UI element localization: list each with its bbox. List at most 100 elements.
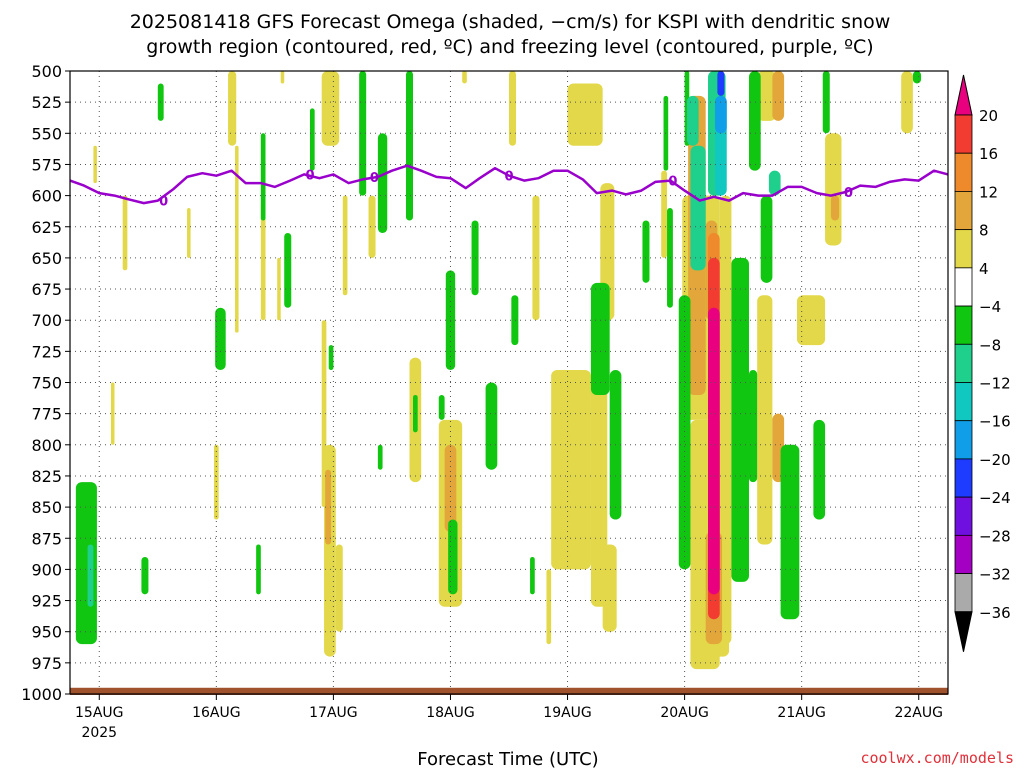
omega-region-80 <box>813 419 826 520</box>
omega-shading <box>75 71 922 670</box>
omega-region-54 <box>309 108 315 171</box>
omega-region-74 <box>667 208 673 308</box>
omega-region-50 <box>215 307 226 371</box>
omega-region-21 <box>546 569 552 645</box>
y-tick-label-8: 700 <box>31 311 62 330</box>
colorbar-swatch-9 <box>954 458 973 498</box>
x-tick-label-3: 18AUG <box>426 705 475 721</box>
y-tick-label-6: 650 <box>31 249 62 268</box>
colorbar-swatch-0 <box>954 114 973 154</box>
freezing-level-label-5: 0 <box>844 186 853 201</box>
omega-region-6 <box>260 201 266 321</box>
freezing-level-label-1: 0 <box>305 168 314 183</box>
omega-region-57 <box>377 133 388 233</box>
colorbar-swatch-3 <box>954 229 973 269</box>
omega-region-29 <box>757 71 776 121</box>
y-tick-label-16: 900 <box>31 560 62 579</box>
y-tick-label-7: 675 <box>31 280 62 299</box>
credit-link[interactable]: coolwx.com/models <box>860 749 1014 767</box>
freezing-level-label-3: 0 <box>504 170 513 185</box>
x-tick-label-7: 22AUG <box>894 705 943 721</box>
omega-region-2 <box>110 382 115 445</box>
omega-region-84 <box>686 95 699 146</box>
plot-background <box>70 71 948 694</box>
colorbar-swatch-2 <box>954 191 973 231</box>
omega-region-12 <box>368 195 376 258</box>
colorbar-swatch-4 <box>954 267 973 307</box>
omega-region-41 <box>444 444 457 533</box>
freezing-level-contour: 0 0 0 0 0 0 <box>69 164 949 210</box>
ground-strip <box>70 687 948 695</box>
omega-region-30 <box>796 295 826 346</box>
y-tick-label-5: 625 <box>31 218 62 237</box>
x-axis-title: Forecast Time (UTC) <box>417 749 598 768</box>
omega-region-43 <box>772 71 785 121</box>
omega-region-91 <box>717 71 725 96</box>
omega-region-77 <box>748 71 761 171</box>
colorbar-label-8: −16 <box>979 413 1011 431</box>
omega-region-51 <box>256 544 261 595</box>
omega-region-32 <box>901 71 913 134</box>
omega-region-63 <box>448 519 458 595</box>
colorbar-swatch-5 <box>954 305 973 345</box>
omega-region-5 <box>235 145 239 333</box>
y-tick-label-3: 575 <box>31 155 62 174</box>
colorbar-bottom-arrow <box>954 611 973 652</box>
omega-region-58 <box>377 444 383 470</box>
y-tick-label-14: 850 <box>31 498 62 517</box>
colorbar-label-6: −8 <box>979 336 1001 354</box>
y-tick-label-1: 525 <box>31 93 62 112</box>
omega-region-85 <box>690 145 706 271</box>
omega-region-82 <box>912 71 922 84</box>
colorbar-label-3: 8 <box>979 222 989 240</box>
omega-region-7 <box>277 257 281 321</box>
colorbar-label-10: −24 <box>979 489 1011 507</box>
colorbar-label-4: 4 <box>979 260 989 278</box>
omega-region-25 <box>567 83 603 146</box>
colorbar-label-1: 16 <box>979 145 998 163</box>
omega-region-49 <box>141 556 149 595</box>
omega-region-4 <box>228 71 237 146</box>
y-tick-label-19: 975 <box>31 654 62 673</box>
omega-region-73 <box>678 295 691 570</box>
omega-region-26 <box>661 170 668 258</box>
y-tick-label-13: 825 <box>31 467 62 486</box>
colorbar-swatch-11 <box>954 534 973 574</box>
omega-region-1 <box>122 195 128 271</box>
freezing-level-label-2: 0 <box>370 171 379 186</box>
colorbar-swatch-8 <box>954 420 973 460</box>
omega-region-59 <box>405 71 414 221</box>
omega-region-66 <box>511 295 519 346</box>
x-tick-label-2: 17AUG <box>309 705 358 721</box>
omega-region-81 <box>822 71 830 134</box>
x-tick-label-1: 16AUG <box>192 705 241 721</box>
omega-region-55 <box>328 345 334 371</box>
x-tick-label-4: 19AUG <box>543 705 592 721</box>
colorbar-label-11: −28 <box>979 527 1011 545</box>
omega-region-87 <box>768 170 781 196</box>
omega-region-8 <box>213 444 219 520</box>
omega-region-3 <box>187 208 191 258</box>
y-axis-ticks: 500 525 550 575 600 625 650 675 700 725 750 775 800 8… <box>21 62 70 704</box>
colorbar-swatch-12 <box>954 573 973 613</box>
y-tick-label-4: 600 <box>31 187 62 206</box>
x-tick-sublabel-0: 2025 <box>81 725 117 741</box>
colorbar-swatch-10 <box>954 496 973 536</box>
omega-region-14 <box>335 544 343 632</box>
y-tick-label-18: 950 <box>31 623 62 642</box>
x-tick-label-5: 20AUG <box>660 705 709 721</box>
title-line-2: growth region (contoured, red, ºC) and f… <box>146 36 873 58</box>
colorbar-top-arrow <box>954 74 973 116</box>
y-tick-label-11: 775 <box>31 405 62 424</box>
x-tick-label-0: 15AUG <box>75 705 124 721</box>
y-tick-label-12: 800 <box>31 436 62 455</box>
omega-region-9 <box>321 71 340 146</box>
omega-region-28 <box>757 295 773 545</box>
colorbar: 20 16 12 8 4 −4 −8 −12 −16 −20 −24 −28 −32 −36 <box>954 74 1011 652</box>
title-line-1: 2025081418 GFS Forecast Omega (shaded, −… <box>130 11 891 33</box>
omega-region-15 <box>280 71 285 84</box>
x-axis-ticks: 15AUG 2025 16AUG 17AUG 18AUG 19AUG 20AUG 21AUG 2… <box>75 694 943 741</box>
omega-region-22 <box>551 370 591 570</box>
omega-region-68 <box>590 282 610 395</box>
